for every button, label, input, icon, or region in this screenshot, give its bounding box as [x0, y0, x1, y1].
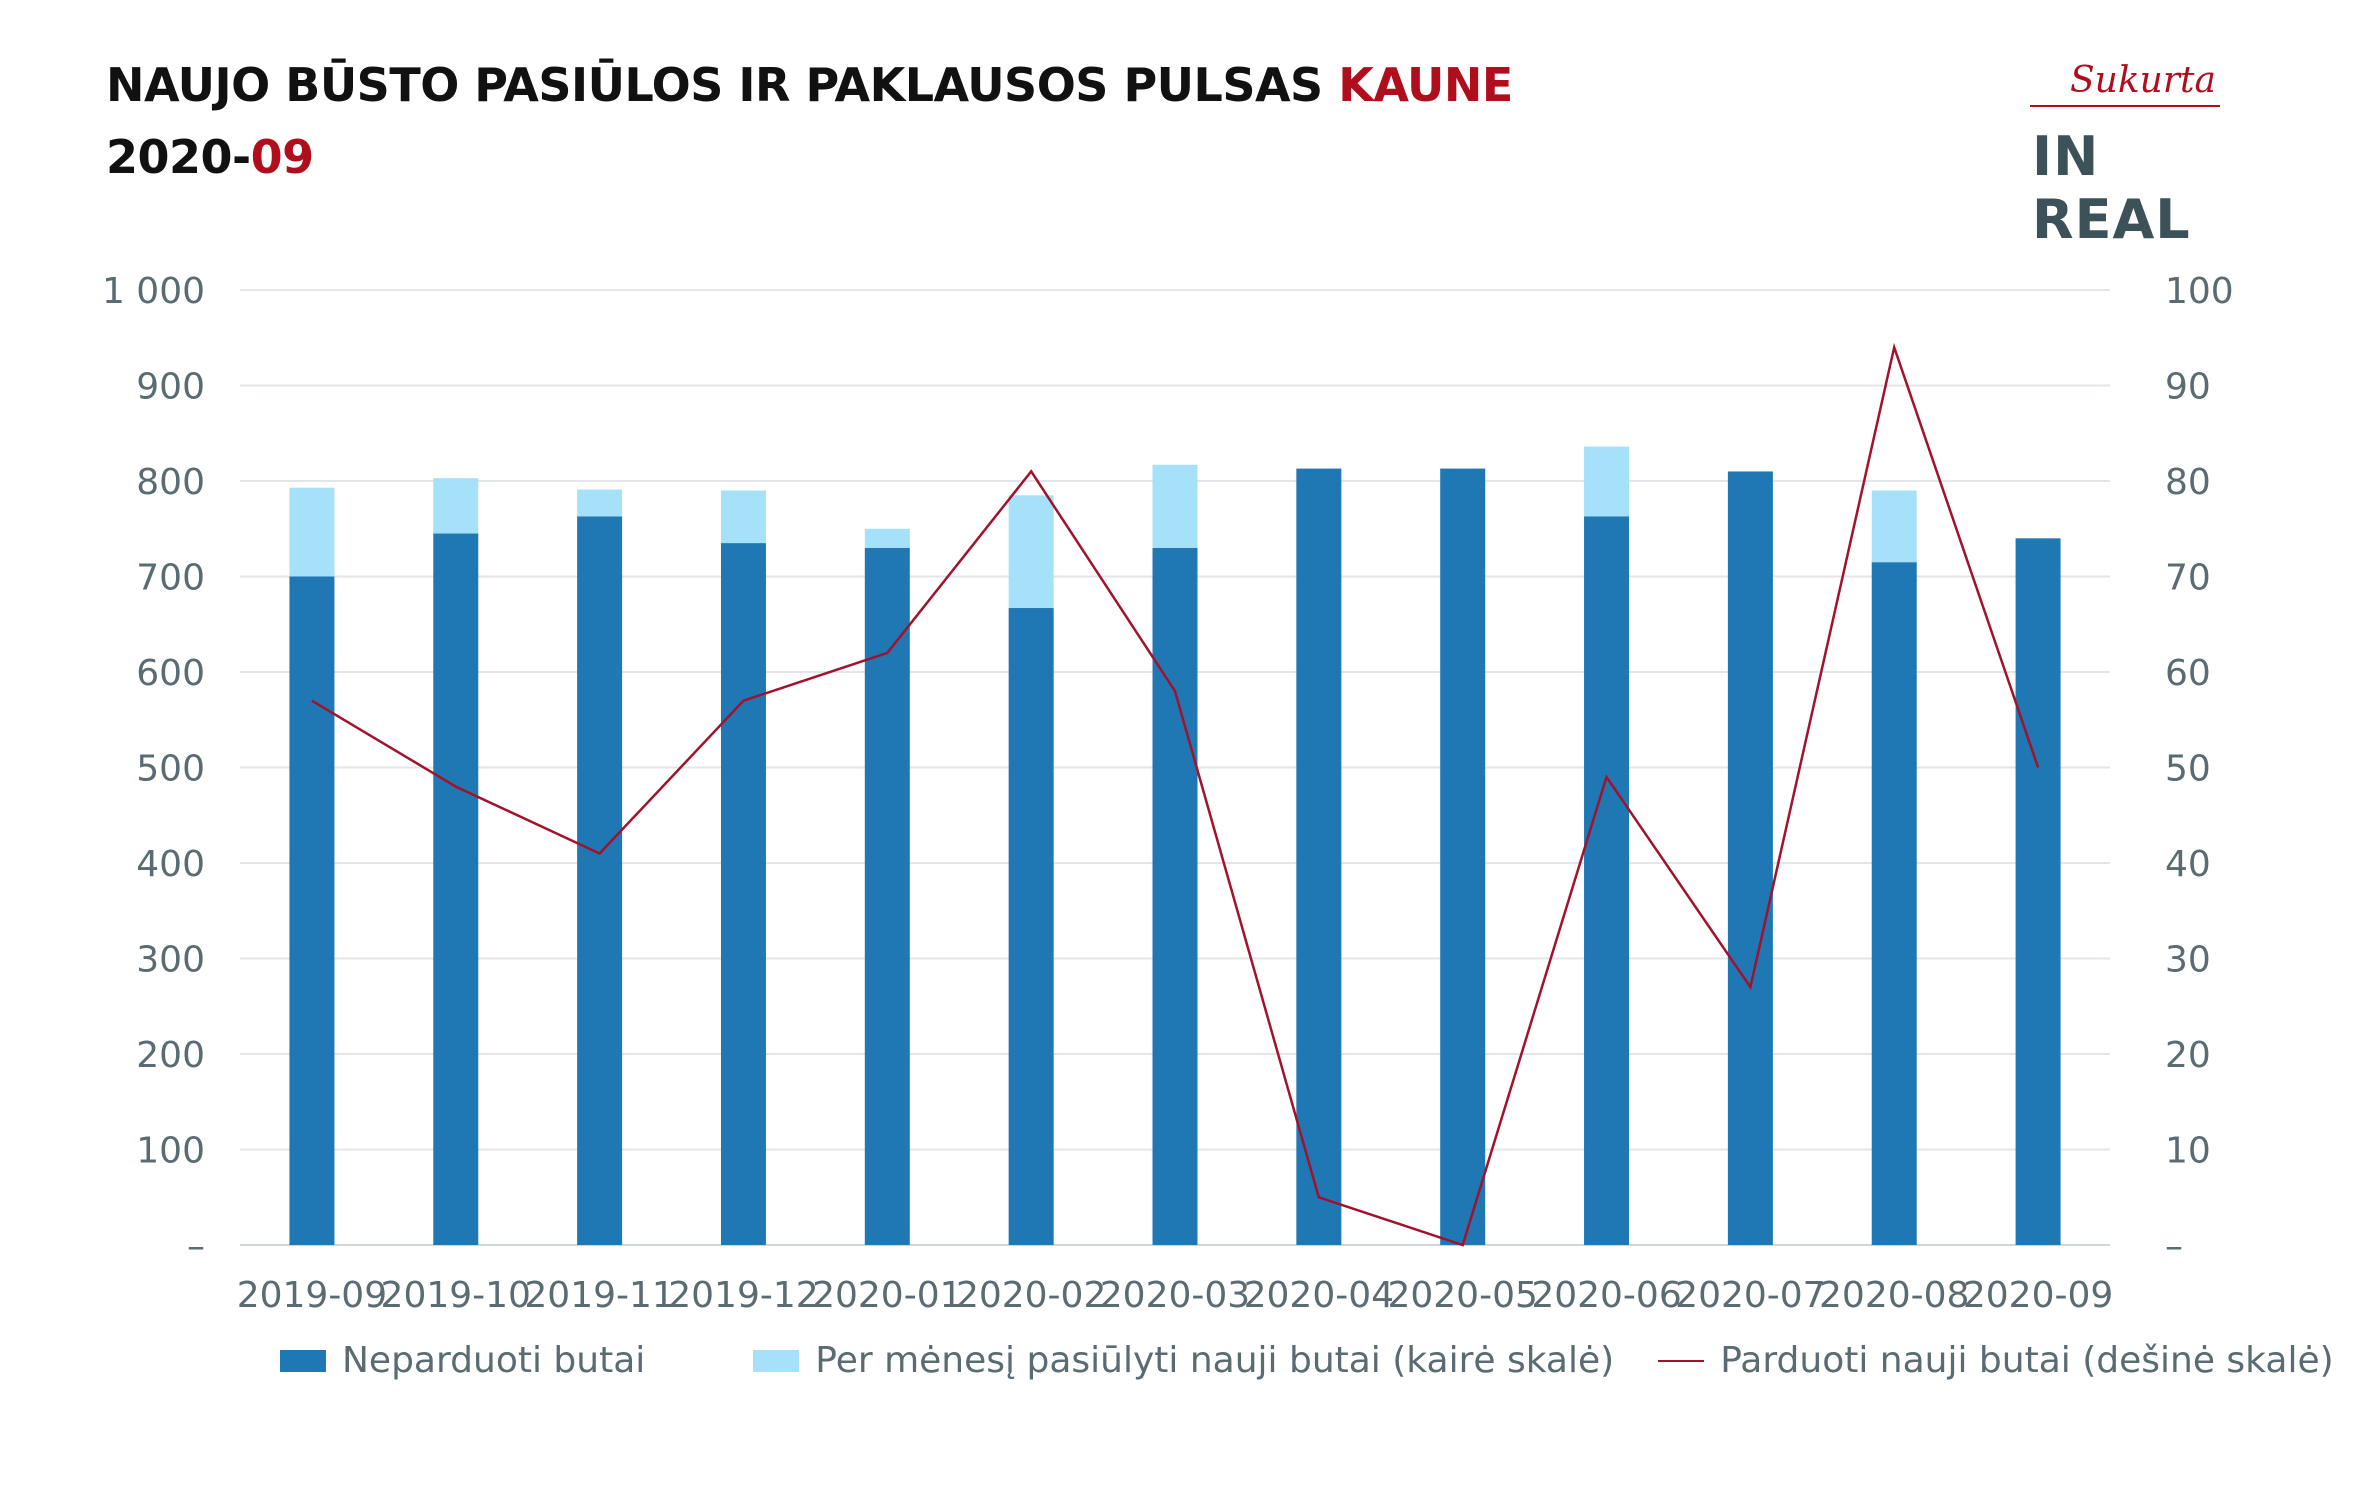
bar-unsold [577, 516, 623, 1245]
y-left-tick-label: 400 [136, 844, 205, 885]
x-tick-label: 2020-04 [1244, 1275, 1394, 1316]
y-right-tick-label: 20 [2165, 1035, 2211, 1076]
inreal-logo: Sukurta IN REAL [2030, 50, 2270, 251]
bar-unsold [433, 533, 479, 1245]
y-right-tick-label: 10 [2165, 1131, 2211, 1172]
legend-label-unsold: Neparduoti butai [342, 1340, 646, 1381]
bar-unsold [1584, 516, 1630, 1245]
bar-offered [1871, 490, 1917, 563]
legend-item-unsold: Neparduoti butai [280, 1340, 645, 1381]
title-date-month: 09 [250, 130, 315, 184]
legend-item-offered: Per mėnesį pasiūlyti nauji butai (kairė … [753, 1340, 1614, 1381]
bar-unsold [1296, 468, 1342, 1246]
bar-offered [864, 528, 910, 548]
y-right-tick-label: 50 [2165, 749, 2211, 790]
stacked-bar-line-chart: – – 100 10 200 20 300 30 400 40 500 50 600 60 700 70 800… [102, 271, 2234, 1316]
logo-tagline: Sukurta [2070, 60, 2216, 101]
x-tick-label: 2020-07 [1675, 1275, 1825, 1316]
x-tick-label: 2019-11 [524, 1275, 674, 1316]
bar-offered [577, 489, 623, 517]
bar-unsold [2015, 538, 2061, 1245]
bar-unsold [1871, 562, 1917, 1245]
bar-offered [1584, 446, 1630, 517]
y-left-tick-label: 900 [136, 367, 205, 408]
bar-offered [433, 478, 479, 534]
bar-unsold [1008, 608, 1054, 1245]
y-right-tick-label: 60 [2165, 653, 2211, 694]
legend-swatch-offered [753, 1349, 800, 1372]
logo-brand: IN REAL [2032, 125, 2191, 251]
y-left-tick-label: – [187, 1226, 205, 1267]
bar-unsold [1152, 547, 1198, 1245]
bar-unsold [864, 547, 910, 1245]
bar-offered [289, 487, 335, 577]
x-tick-label: 2020-03 [1100, 1275, 1250, 1316]
y-right-tick-label: 40 [2165, 844, 2211, 885]
legend-swatch-unsold [280, 1349, 326, 1372]
chart-title: NAUJO BŪSTO PASIŪLOS IR PAKLAUSOS PULSAS… [106, 62, 1513, 180]
x-tick-label: 2020-02 [956, 1275, 1106, 1316]
y-left-tick-label: 200 [136, 1035, 205, 1076]
y-right-tick-label: 70 [2165, 558, 2211, 599]
legend-item-sold: Parduoti nauji butai (dešinė skalė) [1658, 1340, 2334, 1381]
legend-swatch-sold [1658, 1359, 1705, 1362]
y-left-tick-label: 700 [136, 558, 205, 599]
title-line-1: NAUJO BŪSTO PASIŪLOS IR PAKLAUSOS PULSAS… [106, 62, 1513, 108]
y-right-tick-label: 80 [2165, 462, 2211, 503]
bar-unsold [1440, 468, 1486, 1246]
y-right-tick-label: 90 [2165, 367, 2211, 408]
legend-label-offered: Per mėnesį pasiūlyti nauji butai (kairė … [815, 1340, 1615, 1381]
legend: Neparduoti butai Per mėnesį pasiūlyti na… [280, 1340, 2334, 1381]
x-tick-label: 2019-09 [237, 1275, 387, 1316]
y-left-tick-label: 100 [136, 1131, 205, 1172]
y-left-tick-label: 500 [136, 749, 205, 790]
bar-unsold [720, 543, 766, 1245]
line-sold [311, 342, 2040, 1247]
y-left-tick-label: 600 [136, 653, 205, 694]
bar-offered [1008, 495, 1054, 609]
title-date-prefix: 2020- [106, 130, 251, 184]
legend-label-sold: Parduoti nauji butai (dešinė skalė) [1720, 1340, 2334, 1381]
bar-offered [720, 490, 766, 544]
x-tick-label: 2019-10 [381, 1275, 531, 1316]
y-left-tick-label: 300 [136, 940, 205, 981]
x-tick-label: 2020-01 [812, 1275, 962, 1316]
x-tick-label: 2020-05 [1387, 1275, 1537, 1316]
y-left-tick-label: 1 000 [102, 271, 205, 312]
title-city: KAUNE [1338, 58, 1513, 112]
bar-offered [1152, 464, 1198, 548]
title-main: NAUJO BŪSTO PASIŪLOS IR PAKLAUSOS PULSAS [106, 58, 1339, 112]
x-tick-label: 2020-09 [1963, 1275, 2113, 1316]
y-right-tick-label: 30 [2165, 940, 2211, 981]
y-right-tick-label: 100 [2165, 271, 2234, 312]
title-line-2: 2020-09 [106, 134, 1513, 180]
x-tick-label: 2020-06 [1531, 1275, 1681, 1316]
logo-rule [2030, 105, 2220, 107]
x-tick-label: 2020-08 [1819, 1275, 1969, 1316]
y-left-tick-label: 800 [136, 462, 205, 503]
bar-unsold [1727, 471, 1773, 1245]
bar-unsold [289, 576, 335, 1245]
y-right-tick-label: – [2165, 1226, 2183, 1267]
x-tick-label: 2019-12 [668, 1275, 818, 1316]
